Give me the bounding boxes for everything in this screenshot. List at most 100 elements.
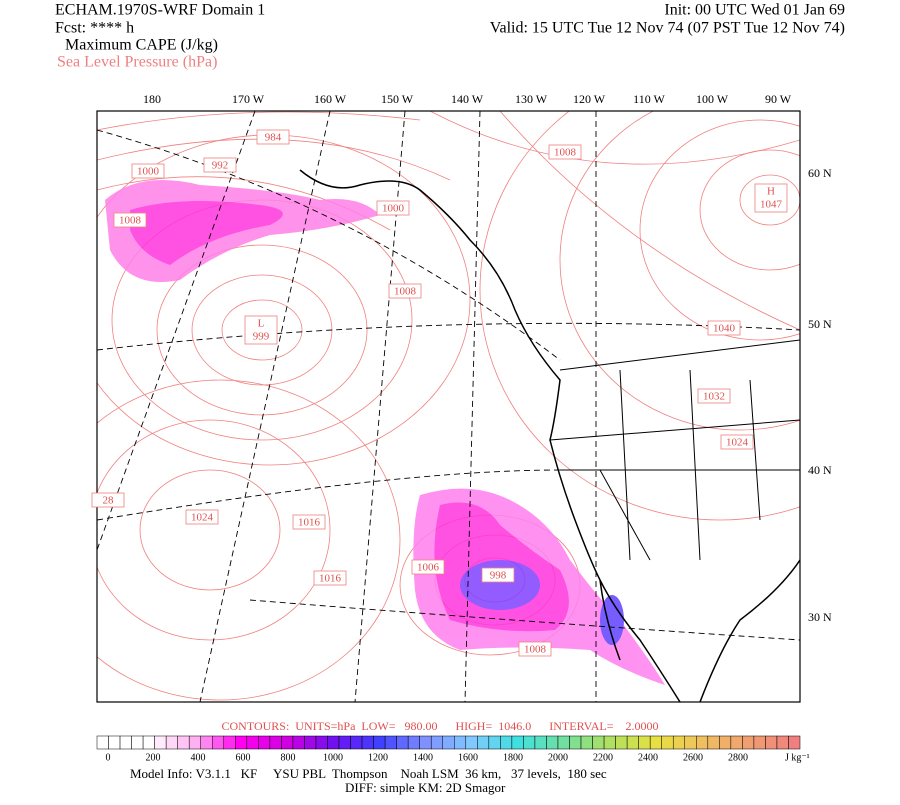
longitude-label: 160 W: [314, 92, 347, 106]
pressure-label: 1006: [417, 562, 440, 574]
colorbar-swatch: [523, 735, 536, 750]
colorbar-swatch: [177, 735, 190, 750]
longitude-label: 100 W: [696, 92, 729, 106]
longitude-label: 180: [143, 92, 161, 106]
pressure-label-box: [203, 157, 237, 173]
colorbar-tick-label: 1200: [368, 752, 388, 763]
colorbar-swatch: [592, 735, 605, 750]
pressure-center-symbol: L: [258, 318, 265, 330]
colorbar-tick-label: 2400: [638, 752, 658, 763]
pressure-label: 992: [212, 160, 229, 172]
colorbar-swatch: [223, 735, 236, 750]
colorbar-swatch: [384, 735, 397, 750]
colorbar-swatch: [430, 735, 443, 750]
colorbar-tick-label: 400: [191, 752, 206, 763]
colorbar-swatch: [154, 735, 167, 750]
colorbar-swatch: [246, 735, 259, 750]
init: Init: 00 UTC Wed 01 Jan 69: [664, 2, 845, 19]
pressure-center-symbol: H: [767, 186, 775, 198]
colorbar-swatch: [742, 735, 755, 750]
colorbar-swatch: [373, 735, 386, 750]
pressure-label-box: [518, 641, 552, 657]
cape-areas: [105, 180, 665, 685]
latitude-label: 50 N: [808, 317, 832, 331]
pressure-label-box: [697, 388, 731, 404]
colorbar-swatch: [649, 735, 662, 750]
colorbar-swatch: [142, 735, 155, 750]
forecast: Fcst: **** h: [55, 20, 134, 37]
colorbar-swatch: [281, 735, 294, 750]
colorbar-swatch: [730, 735, 743, 750]
title: ECHAM.1970S-WRF Domain 1: [55, 2, 265, 19]
colorbar-swatch: [580, 735, 593, 750]
pressure-center-value: 1047: [760, 199, 783, 211]
colorbar-swatch: [258, 735, 271, 750]
colorbar-swatch: [304, 735, 317, 750]
colorbar-swatch: [776, 735, 789, 750]
borders: [549, 339, 800, 561]
colorbar-swatch: [211, 735, 225, 750]
colorbar-swatch: [500, 735, 513, 750]
pressure-center-value: 999: [253, 331, 270, 343]
colorbar-swatch: [696, 735, 709, 750]
pressure-label-box: [720, 434, 754, 450]
pressure-label: 1008: [554, 147, 577, 159]
colorbar-swatch: [350, 735, 363, 750]
colorbar-swatch: [765, 735, 778, 750]
pressure-label-box: [313, 570, 347, 586]
colorbar-swatch: [569, 735, 582, 750]
longitude-label: 150 W: [381, 92, 414, 106]
pressure-label: 1032: [703, 391, 725, 403]
longitude-label: 120 W: [573, 92, 606, 106]
pressure-label: 1016: [319, 573, 342, 585]
colorbar-swatch: [661, 735, 674, 750]
colorbar-swatch: [108, 735, 121, 750]
colorbar-swatch: [488, 735, 501, 750]
graticule: [97, 111, 800, 702]
pressure-label: 1016: [298, 517, 321, 529]
colorbar-swatch: [638, 735, 651, 750]
colorbar-swatch: [546, 735, 559, 750]
coastline: [299, 169, 800, 702]
colorbar-swatch: [626, 735, 639, 750]
colorbar-swatch: [338, 735, 351, 750]
pressure-label-box: [256, 129, 290, 145]
colorbar-swatch: [96, 735, 109, 750]
pressure-center-box: [754, 183, 788, 213]
colorbar-swatch: [719, 735, 732, 750]
pressure-label-box: [91, 492, 125, 508]
colorbar-swatch: [419, 735, 432, 750]
longitude-label: 140 W: [451, 92, 484, 106]
pressure-label-box: [481, 567, 515, 583]
pressure-label-box: [548, 144, 582, 160]
colorbar-swatch: [119, 735, 132, 750]
colorbar-tick-label: 0: [106, 752, 111, 763]
colorbar-swatch: [477, 735, 490, 750]
pressure-label: 1000: [137, 166, 160, 178]
colorbar-tick-label: 2800: [728, 752, 748, 763]
colorbar-tick-label: 200: [146, 752, 161, 763]
colorbar-swatch: [672, 735, 686, 750]
colorbar-swatch: [707, 735, 720, 750]
colorbar-swatch: [327, 735, 340, 750]
pressure-label: 1008: [394, 286, 417, 298]
colorbar-tick-label: 600: [236, 752, 251, 763]
latitude-label: 60 N: [808, 166, 832, 180]
latitude-label: 40 N: [808, 463, 832, 477]
colorbar-swatch: [684, 735, 697, 750]
pressure-label: 28: [103, 495, 115, 507]
colorbar-tick-label: 2600: [683, 752, 703, 763]
model-info: Model Info: V3.1.1 KF YSU PBL Thompson N…: [130, 766, 607, 781]
colorbar-tick-label: 1800: [503, 752, 523, 763]
pressure-label: 998: [490, 570, 507, 582]
colorbar-swatch: [361, 735, 374, 750]
pressure-label: 1024: [191, 512, 214, 524]
pressure-label-box: [707, 320, 741, 336]
colorbar-swatch: [603, 735, 616, 750]
pressure-label: 1008: [119, 215, 142, 227]
colorbar-swatch: [511, 735, 524, 750]
map-frame: [96, 110, 801, 703]
colorbar-swatch: [292, 735, 305, 750]
colorbar-tick-label: 800: [281, 752, 296, 763]
pressure-label: 984: [265, 132, 282, 144]
